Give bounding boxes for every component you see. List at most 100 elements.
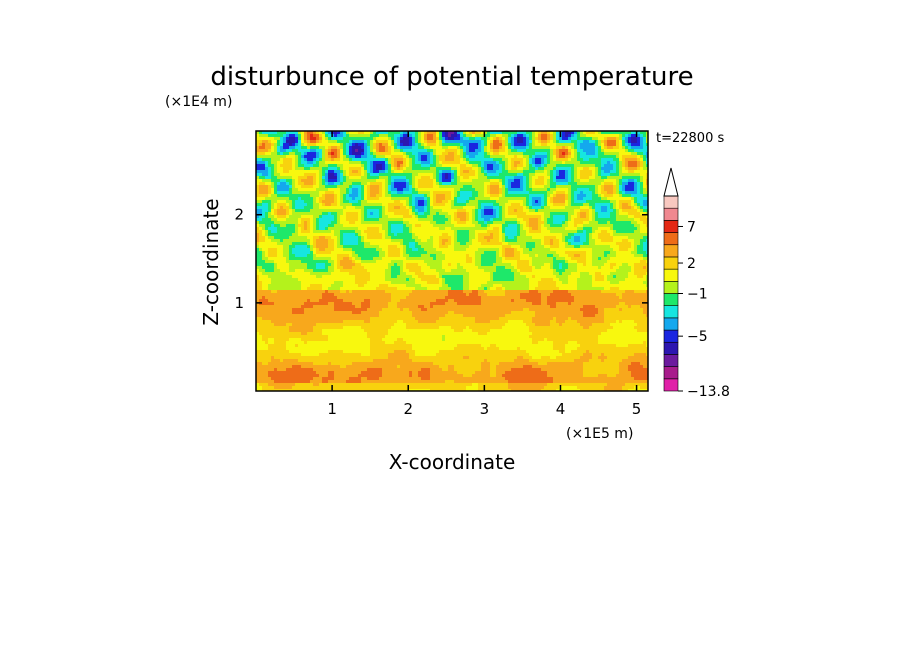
contour-cell [433, 173, 437, 177]
contour-cell [334, 173, 338, 177]
contour-cell [520, 191, 524, 195]
contour-cell [559, 227, 563, 231]
contour-cell [433, 167, 437, 171]
contour-cell [379, 131, 383, 135]
contour-cell [568, 164, 572, 168]
contour-cell [640, 236, 644, 240]
contour-cell [298, 176, 302, 180]
contour-cell [460, 230, 464, 234]
contour-cell [388, 158, 392, 162]
contour-cell [559, 164, 563, 168]
contour-cell [508, 185, 512, 189]
contour-cell [559, 188, 563, 192]
contour-cell [325, 221, 329, 225]
contour-cell [493, 200, 497, 204]
contour-cell [466, 131, 470, 135]
contour-cell [337, 161, 341, 165]
contour-cell [559, 218, 563, 222]
contour-cell [607, 146, 611, 150]
contour-cell [637, 155, 641, 159]
contour-cell [388, 221, 392, 225]
contour-cell [496, 242, 500, 246]
contour-cell [358, 215, 362, 219]
contour-cell [319, 233, 323, 237]
contour-cell [295, 170, 299, 174]
contour-cell [265, 146, 269, 150]
contour-cell [487, 155, 491, 159]
contour-cell [403, 146, 407, 150]
contour-cell [358, 191, 362, 195]
contour-cell [454, 215, 458, 219]
contour-cell [610, 239, 614, 243]
contour-cell [358, 149, 362, 153]
contour-cell [574, 194, 578, 198]
contour-cell [415, 149, 419, 153]
contour-cell [373, 230, 377, 234]
contour-cell [268, 194, 272, 198]
contour-cell [286, 164, 290, 168]
contour-cell [283, 173, 287, 177]
contour-cell [364, 224, 368, 228]
contour-cell [544, 164, 548, 168]
contour-cell [385, 215, 389, 219]
contour-cell [325, 170, 329, 174]
contour-cell [412, 215, 416, 219]
contour-cell [382, 218, 386, 222]
contour-cell [379, 134, 383, 138]
contour-cell [259, 188, 263, 192]
contour-cell [634, 146, 638, 150]
contour-cell [256, 242, 260, 246]
contour-cell [277, 158, 281, 162]
contour-cell [592, 176, 596, 180]
contour-cell [391, 164, 395, 168]
contour-cell [382, 161, 386, 165]
contour-cell [358, 224, 362, 228]
contour-cell [619, 152, 623, 156]
contour-cell [469, 188, 473, 192]
contour-cell [643, 158, 647, 162]
contour-cell [586, 188, 590, 192]
contour-cell [646, 158, 648, 162]
contour-cell [346, 170, 350, 174]
contour-cell [301, 215, 305, 219]
contour-cell [583, 197, 587, 201]
contour-cell [286, 197, 290, 201]
contour-cell [322, 233, 326, 237]
contour-cell [259, 224, 263, 228]
contour-cell [493, 170, 497, 174]
contour-cell [445, 176, 449, 180]
contour-cell [529, 158, 533, 162]
contour-cell [544, 239, 548, 243]
contour-cell [523, 152, 527, 156]
contour-cell [502, 143, 506, 147]
contour-cell [604, 143, 608, 147]
contour-cell [580, 140, 584, 144]
contour-cell [403, 185, 407, 189]
contour-cell [310, 179, 314, 183]
contour-cell [472, 176, 476, 180]
contour-cell [259, 182, 263, 186]
contour-cell [559, 242, 563, 246]
contour-cell [397, 164, 401, 168]
contour-cell [262, 209, 266, 213]
contour-cell [487, 215, 491, 219]
contour-cell [388, 206, 392, 210]
contour-cell [595, 164, 599, 168]
contour-cell [331, 203, 335, 207]
contour-cell [400, 134, 404, 138]
contour-cell [574, 233, 578, 237]
contour-cell [457, 164, 461, 168]
contour-cell [544, 224, 548, 228]
contour-cell [256, 245, 260, 249]
contour-cell [469, 215, 473, 219]
contour-cell [292, 158, 296, 162]
contour-cell [376, 140, 380, 144]
contour-cell [487, 188, 491, 192]
contour-cell [406, 209, 410, 213]
contour-cell [331, 170, 335, 174]
contour-cell [631, 197, 635, 201]
contour-cell [529, 218, 533, 222]
contour-cell [604, 149, 608, 153]
contour-cell [451, 182, 455, 186]
contour-cell [565, 131, 569, 135]
